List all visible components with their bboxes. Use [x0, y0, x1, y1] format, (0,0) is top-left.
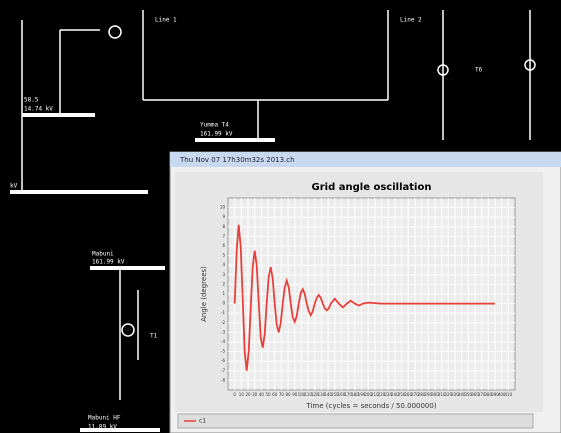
y-tick-label: -2: [221, 320, 225, 325]
y-tick-label: -3: [221, 329, 225, 334]
y-tick-label: -1: [221, 310, 225, 315]
diagram-label: 11.89 kV: [88, 424, 117, 431]
x-tick-label: 70: [279, 392, 285, 397]
diagram-label: kV: [10, 183, 18, 190]
x-tick-label: 80: [286, 392, 292, 397]
y-tick-label: 10: [220, 205, 226, 210]
diagram-label: 14.74 kV: [24, 106, 53, 113]
diagram-label: Line 2: [400, 17, 422, 24]
chart-title: Grid angle oscillation: [312, 182, 432, 193]
x-tick-label: 10: [239, 392, 245, 397]
diagram-label: T6: [475, 67, 483, 74]
diagram-label: Mabuni: [92, 251, 114, 258]
y-tick-label: -7: [221, 368, 225, 373]
diagram-label: Yumma T4: [200, 122, 229, 129]
diagram-label: T1: [150, 333, 158, 340]
diagram-label: 161.99 kV: [200, 131, 233, 138]
y-axis-label: Angle (degrees): [200, 266, 208, 322]
x-axis-label: Time (cycles = seconds / 50.000000): [305, 402, 436, 410]
y-tick-label: -5: [221, 349, 225, 354]
x-tick-label: 30: [252, 392, 258, 397]
x-tick-label: 60: [272, 392, 278, 397]
diagram-label: 161.99 kV: [92, 259, 125, 266]
x-tick-label: 0: [233, 392, 236, 397]
x-tick-label: 40: [259, 392, 265, 397]
x-tick-label: 20: [245, 392, 251, 397]
x-tick-label: 50: [265, 392, 271, 397]
y-tick-label: -8: [221, 377, 225, 382]
diagram-label: Mabuni HF: [88, 415, 121, 422]
x-tick-label: 410: [505, 392, 513, 397]
diagram-label: Line 1: [155, 17, 177, 24]
y-tick-label: -4: [221, 339, 225, 344]
window-title: Thu Nov 07 17h30m32s 2013.ch: [179, 156, 295, 164]
y-tick-label: -6: [221, 358, 225, 363]
diagram-label: 58.5: [24, 97, 39, 104]
legend-entry: c1: [199, 418, 206, 425]
screen: Thu Nov 07 17h30m32s 2013.ch Line 1 Line …: [0, 0, 561, 433]
